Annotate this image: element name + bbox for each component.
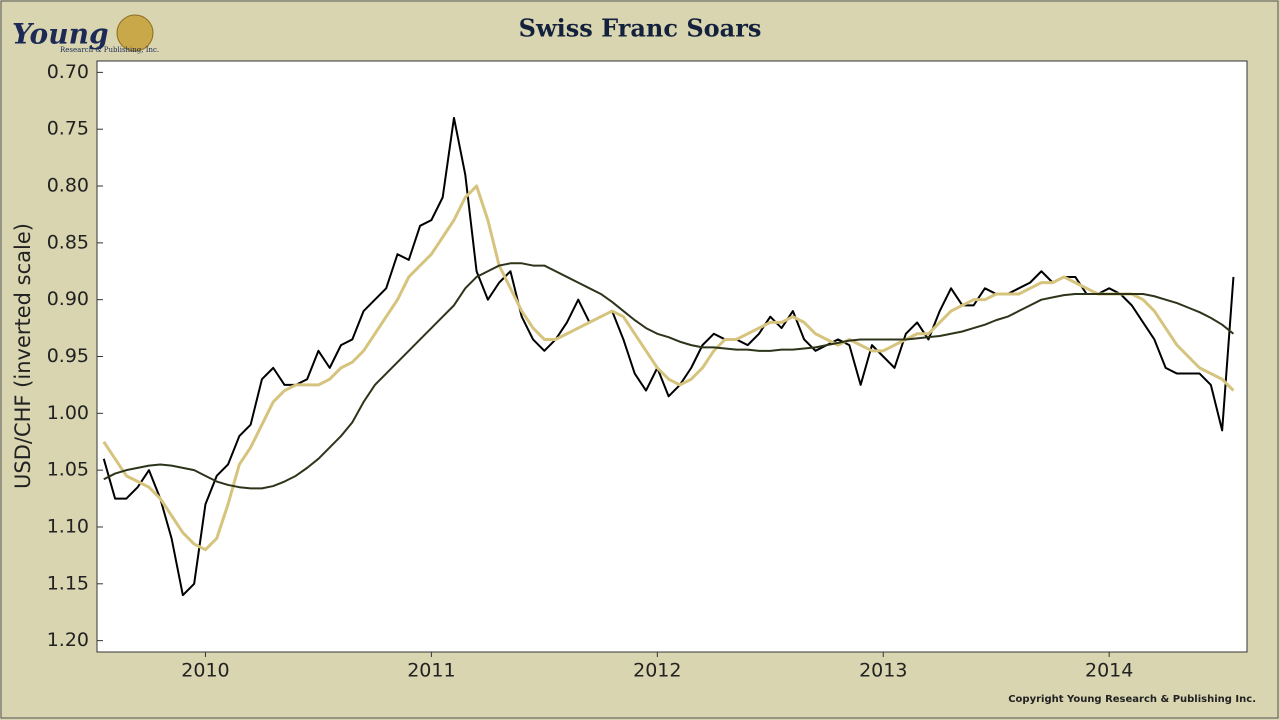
x-tick-label: 2010	[181, 660, 229, 682]
x-tick-label: 2013	[859, 660, 907, 682]
plot-area	[96, 60, 1248, 653]
logo-globe	[116, 14, 154, 52]
copyright: Copyright Young Research & Publishing In…	[1008, 694, 1256, 705]
logo-name: Young	[12, 18, 109, 51]
y-tick-label: 0.70	[47, 61, 89, 83]
y-tick-label: 1.05	[47, 459, 89, 481]
y-tick-label: 1.10	[47, 515, 89, 537]
x-tick-label: 2012	[633, 660, 681, 682]
y-tick-label: 0.75	[47, 118, 89, 140]
y-tick-label: 1.00	[47, 402, 89, 424]
logo-subname: Research & Publishing, Inc.	[60, 46, 159, 54]
series-line	[103, 262, 1235, 490]
y-tick-label: 0.85	[47, 231, 89, 253]
y-axis-label: USD/CHF (inverted scale)	[11, 223, 35, 489]
chart-title: Swiss Franc Soars	[519, 14, 762, 43]
y-tick-label: 0.95	[47, 345, 89, 367]
x-tick-label: 2014	[1085, 660, 1133, 682]
y-tick-label: 0.90	[47, 288, 89, 310]
series-line	[102, 116, 1235, 597]
y-tick-label: 1.15	[47, 572, 89, 594]
y-tick-label: 1.20	[47, 629, 89, 651]
x-tick-label: 2011	[407, 660, 455, 682]
series-line	[102, 184, 1235, 552]
y-tick-label: 0.80	[47, 175, 89, 197]
logo: Young Research & Publishing, Inc.	[12, 14, 159, 54]
